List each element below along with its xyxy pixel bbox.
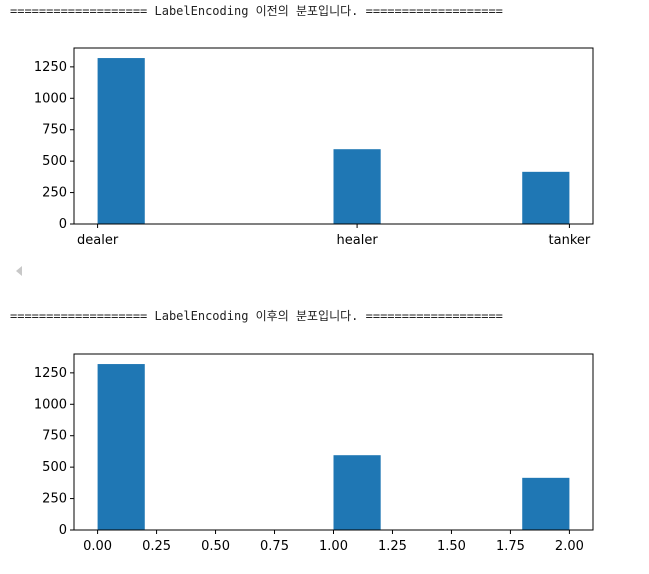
bar-2	[522, 477, 570, 530]
axes-frame	[73, 47, 594, 225]
x-tick-label: 0.75	[260, 539, 289, 554]
y-tick-label: 1000	[34, 91, 67, 106]
x-tick-label-tanker: tanker	[549, 233, 591, 248]
bar-tanker	[522, 171, 570, 224]
histogram-before-encoding: 0 250 500 750 1000 1250 dealer healer tanker	[34, 47, 594, 248]
x-tick-label: 1.50	[437, 539, 466, 554]
x-tick-label-healer: healer	[337, 233, 379, 248]
y-tick-label: 0	[59, 217, 67, 232]
bar-0	[97, 364, 145, 530]
y-tick-label: 1250	[34, 60, 67, 75]
y-tick-label: 500	[42, 460, 67, 475]
x-tick-label: 1.75	[496, 539, 525, 554]
scroll-left-arrow-icon[interactable]	[16, 266, 22, 276]
x-tick-label: 0.00	[83, 539, 112, 554]
bar-healer	[333, 149, 381, 224]
y-tick-label: 1000	[34, 397, 67, 412]
output-line-after: =================== LabelEncoding 이후의 분포…	[10, 309, 503, 323]
x-tick-label-dealer: dealer	[77, 233, 119, 248]
bar-dealer	[97, 58, 145, 224]
y-tick-label: 750	[42, 123, 67, 138]
x-tick-label: 2.00	[555, 539, 584, 554]
y-tick-label: 500	[42, 154, 67, 169]
y-tick-label: 0	[59, 523, 67, 538]
y-tick-label: 250	[42, 186, 67, 201]
output-line-before: =================== LabelEncoding 이전의 분포…	[10, 4, 503, 18]
y-tick-label: 750	[42, 429, 67, 444]
y-tick-label: 250	[42, 492, 67, 507]
bar-1	[333, 455, 381, 530]
y-tick-label: 1250	[34, 366, 67, 381]
histogram-after-encoding: 0 250 500 750 1000 1250 0.00 0.25 0.50 0.75 1.00 1.…	[34, 353, 594, 554]
x-tick-label: 0.25	[142, 539, 171, 554]
x-tick-label: 1.25	[378, 539, 407, 554]
x-tick-label: 0.50	[201, 539, 230, 554]
x-tick-label: 1.00	[319, 539, 348, 554]
